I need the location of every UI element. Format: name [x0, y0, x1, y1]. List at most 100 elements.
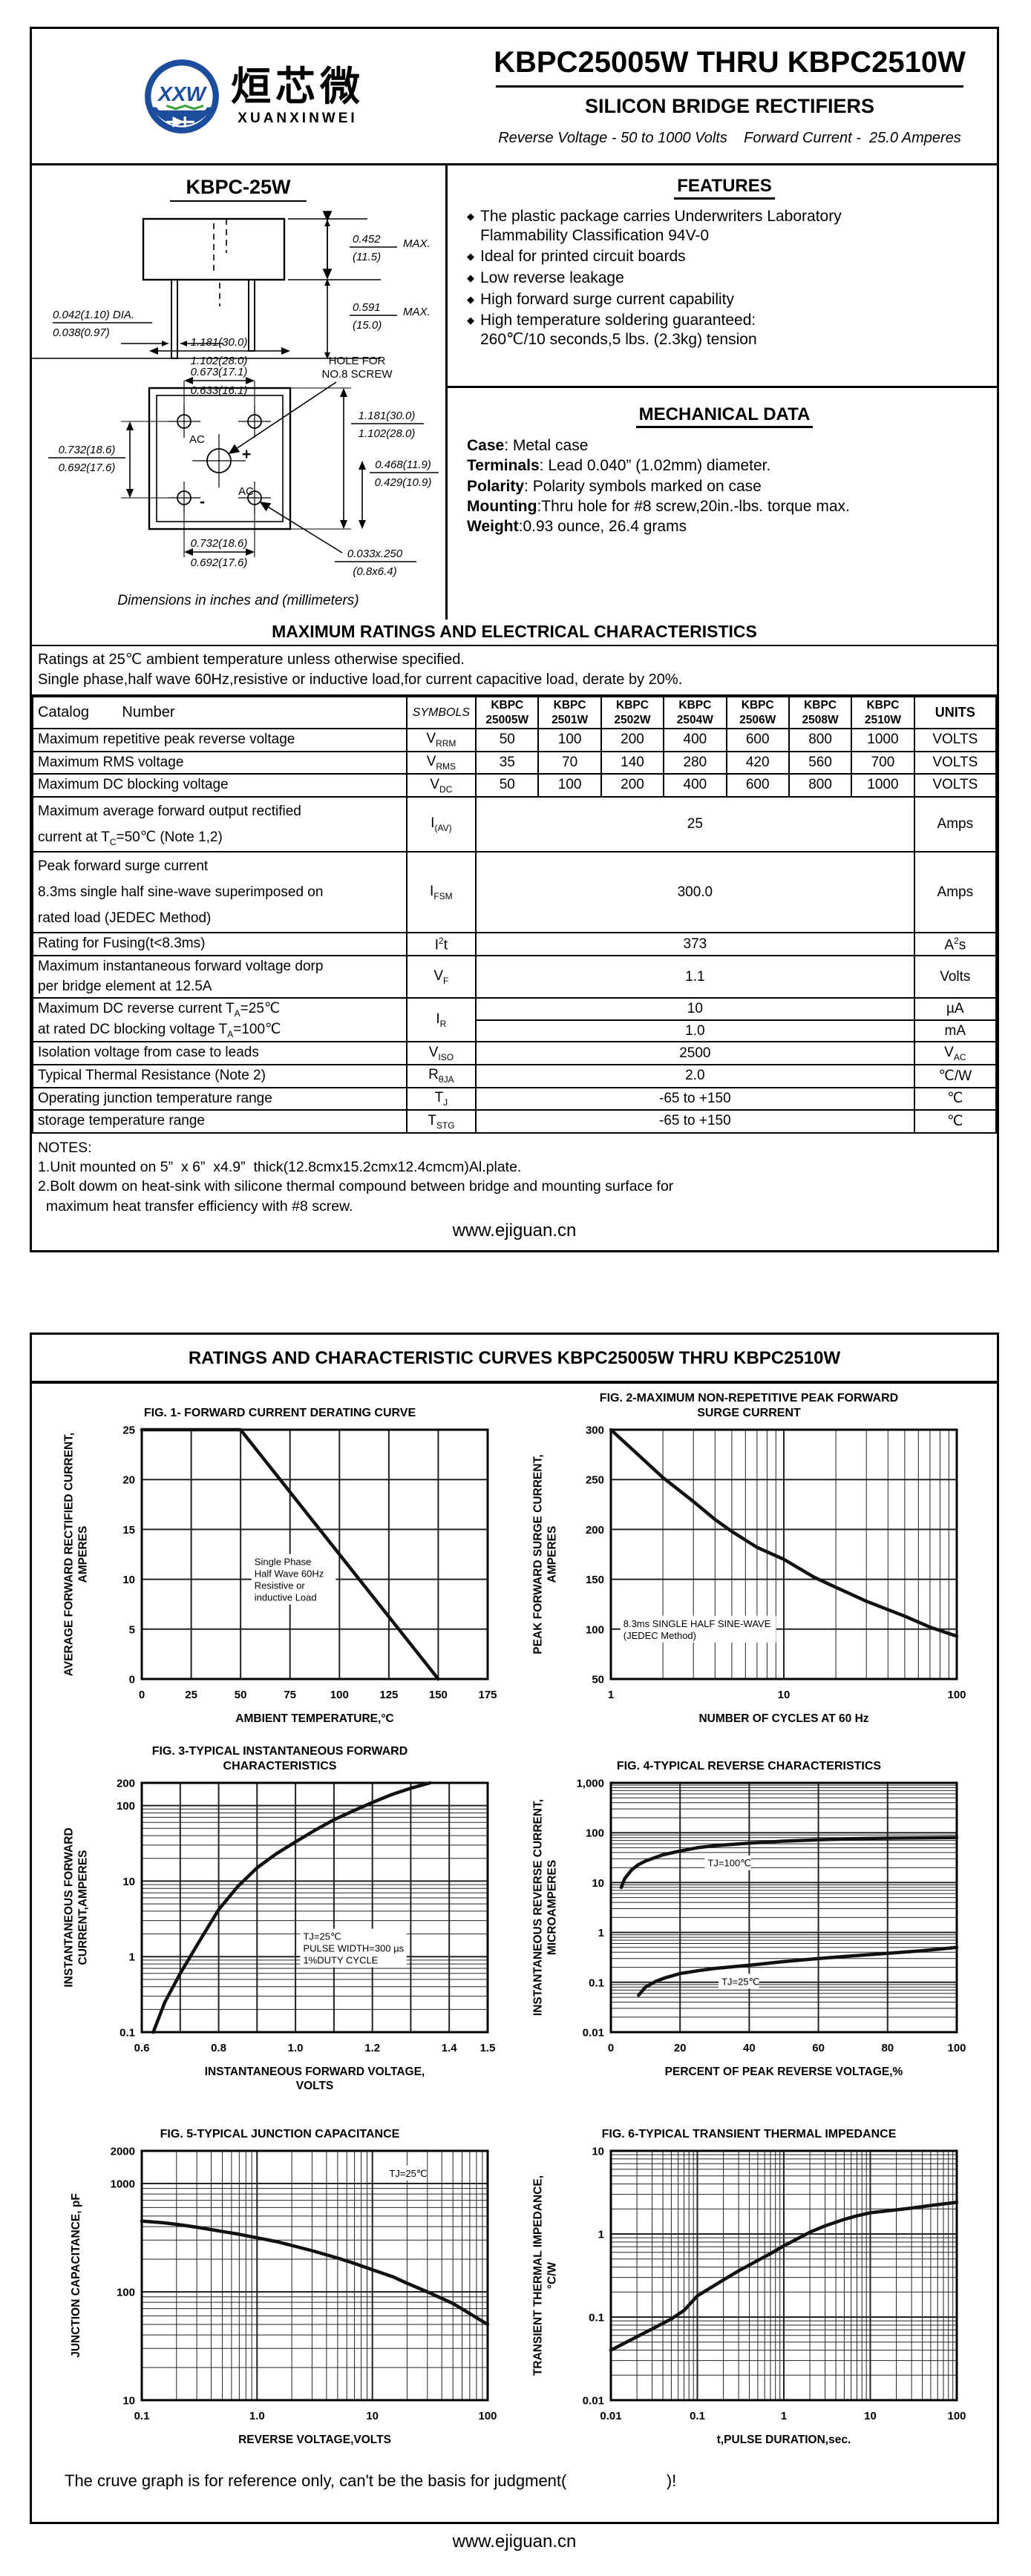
fig2-ytick: 150 [586, 1574, 604, 1586]
fig2-ytick: 50 [592, 1674, 604, 1686]
fig6-ytick: 0.1 [589, 2312, 604, 2324]
doc-subtitle: SILICON BRIDGE RECTIFIERS [584, 94, 875, 117]
col-part-1: KBPC 2501W [537, 696, 602, 729]
fig1-xtick: 50 [235, 1689, 247, 1701]
fig1-title: FIG. 1- FORWARD CURRENT DERATING CURVE [143, 1407, 416, 1419]
fig3-ytick: 10 [122, 1876, 135, 1888]
package-drawing: KBPC-25W 0.452 (11.5) [32, 176, 439, 608]
ratings-condition-2: Single phase,half wave 60Hz,resistive or… [38, 671, 683, 689]
fig1-figure: FIG. 1- FORWARD CURRENT DERATING CURVE 0 2… [45, 1390, 514, 1740]
fig5-xtick: 100 [478, 2410, 497, 2422]
fig6-xtick: 100 [947, 2410, 966, 2422]
lead-left [171, 279, 178, 360]
features-list: ◆ The plastic package carries Underwriter… [467, 207, 982, 349]
feature-item-3: ◆ Low reverse leakage [467, 269, 624, 286]
fig1-ytick: 5 [129, 1623, 135, 1636]
ratings-conditions: Ratings at 25℃ ambient temperature unles… [32, 646, 997, 697]
col-part-2: KBPC 2502W [600, 696, 665, 729]
curves-heading: RATINGS AND CHARACTERISTIC CURVES KBPC25… [32, 1335, 997, 1384]
fig4-xtick: 80 [881, 2042, 894, 2054]
fig4-xtick: 60 [812, 2042, 825, 2054]
dim-terminal-in: 0.033x.250 [347, 548, 403, 560]
fig5-figure: FIG. 5-TYPICAL JUNCTION CAPACITANCE 0.1 1.… [45, 2111, 514, 2461]
dim-max-1: MAX. [403, 237, 431, 250]
fig4-ylabel: INSTANTANEOUS REVERSE CURRENT, MICROAMPER… [532, 1799, 559, 2016]
fig4-xtick: 100 [947, 2042, 966, 2054]
header: XXW 烜芯微 XUANXINWEI KBPC25005W THRU KBPC2… [32, 29, 997, 166]
logo-icon: XXW [145, 59, 219, 134]
fig1-ytick: 15 [122, 1524, 135, 1537]
mechanical-item-polarity: Polarity: Polarity symbols marked on cas… [467, 477, 762, 495]
table-row: Isolation voltage from case to leads VISO… [32, 1041, 998, 1065]
fig1-annotation: Single Phase [255, 1557, 312, 1568]
fig2-title: FIG. 2-MAXIMUM NON-REPETITIVE PEAK FORWA… [599, 1392, 899, 1419]
brand-name-en: XUANXINWEI [238, 111, 358, 127]
fig4-title: FIG. 4-TYPICAL REVERSE CHARACTERISTICS [616, 1760, 882, 1772]
fig6-xtick: 10 [864, 2410, 877, 2422]
fig1-annotation: Resistive or [255, 1580, 306, 1591]
logo-wave [166, 104, 204, 110]
fig3-title: FIG. 3-TYPICAL INSTANTANEOUS FORWARD CHAR… [151, 1745, 408, 1772]
fig2-figure: FIG. 2-MAXIMUM NON-REPETITIVE PEAK FORWA… [514, 1390, 983, 1740]
table-row: storage temperature range TSTG -65 to +150… [32, 1109, 998, 1134]
website-link-page2[interactable]: www.ejiguan.cn [452, 2531, 577, 2552]
dim-max-2: MAX. [403, 306, 431, 318]
dim-bottom-in: 0.732(18.6) [191, 537, 248, 550]
package-body-side [142, 217, 286, 281]
table-header-row: Catalog Number SYMBOLS KBPC 25005W KBPC 2501W… [32, 696, 998, 729]
title-block: KBPC25005W THRU KBPC2510W SILICON BRIDGE… [476, 29, 997, 163]
fig5-annotation: TJ=25℃ [389, 2168, 427, 2179]
fig2-curve-surge [609, 1427, 959, 1638]
table-row: 1.0 mA [33, 1019, 998, 1043]
dim-lead-dia-in: 0.042(1.10) DIA. [53, 309, 134, 321]
fig5-xtick: 0.1 [134, 2410, 150, 2422]
fig3-ytick: 1 [129, 1951, 135, 1964]
table-row: Maximum DC blocking voltage VDC 50 100 200 40… [32, 773, 998, 798]
mechanical-item-case: Case: Metal case [467, 437, 589, 455]
table-row: Typical Thermal Resistance (Note 2) RθJA 2… [32, 1063, 998, 1088]
fig4-curve-tj100 [619, 1836, 959, 1890]
mechanical-item-weight: Weight:0.93 ounce, 26.4 grams [467, 518, 687, 536]
fig4-xtick: 0 [608, 2042, 614, 2054]
fig1-plot: 0 25 50 75 100 125 150 175 0 5 10 15 20 25 Single Phas… [63, 1425, 497, 1726]
dim-right-height-mm: 1.102(28.0) [359, 427, 416, 440]
feature-item-4: ◆ High forward surge current capability [467, 290, 734, 308]
fig6-figure: FIG. 6-TYPICAL TRANSIENT THERMAL IMPEDAN… [514, 2111, 983, 2461]
disclaimer-text: The cruve graph is for reference only, c… [65, 2471, 677, 2490]
website-link-page1[interactable]: www.ejiguan.cn [452, 1220, 577, 1241]
table-row: Rating for Fusing(t<8.3ms) I2t 373 A2s [32, 932, 998, 956]
dim-left-mm: 0.692(17.6) [59, 461, 116, 474]
table-row: Maximum instantaneous forward voltage do… [32, 954, 998, 999]
datasheet-page-2: RATINGS AND CHARACTERISTIC CURVES KBPC25… [30, 1333, 999, 2524]
mechanical-list: Case: Metal case Terminals: Lead 0.040” (… [467, 436, 982, 536]
fig6-plot: 0.01 0.1 1 10 100 0.01 0.1 1 10 TRANSIENT THERMAL… [532, 2146, 966, 2447]
fig4-annotation: TJ=100℃ [707, 1858, 750, 1869]
fig4-xtick: 20 [674, 2042, 687, 2054]
fig5-xtick: 10 [366, 2410, 379, 2422]
dim-hole-spacing-in: 0.673(17.1) [191, 366, 248, 378]
brand-name-cn: 烜芯微 [231, 64, 364, 109]
brand-logo: XXW 烜芯微 XUANXINWEI [32, 29, 476, 163]
fig4-plot: 0 20 40 60 80 100 0.01 0.1 1 10 100 1,000 TJ=100℃ TJ=… [532, 1778, 966, 2079]
fig6-xlabel: t,PULSE DURATION,sec. [717, 2434, 851, 2446]
fig5-plot: 0.1 1.0 10 100 10 100 1000 2000 TJ=25℃ JUNCTION C… [70, 2146, 497, 2447]
mechanical-item-mounting: Mounting:Thru hole for #8 screw,20in.-lb… [467, 498, 850, 516]
notes-section: NOTES: 1.Unit mounted on 5” x 6” x4.9” th… [32, 1134, 997, 1220]
hole-note-1: HOLE FOR [329, 355, 386, 367]
fig1-xlabel: AMBIENT TEMPERATURE,°C [235, 1712, 393, 1725]
fig4-figure: FIG. 4-TYPICAL REVERSE CHARACTERISTICS 0 2… [514, 1743, 983, 2108]
feature-item-1: ◆ The plastic package carries Underwriter… [467, 208, 842, 244]
fig4-ytick: 0.01 [583, 2027, 604, 2040]
fig2-ytick: 200 [586, 1524, 604, 1537]
note-line-3: maximum heat transfer efficiency with #8… [38, 1197, 353, 1215]
mark-minus: - [200, 493, 205, 510]
table-row: Maximum RMS voltage VRMS 35 70 140 280 420 560 7… [32, 750, 998, 775]
dim-side-height-in: 0.452 [353, 233, 381, 246]
fig4-ytick: 1 [598, 1927, 604, 1939]
fig3-xtick: 0.6 [134, 2042, 150, 2054]
fig6-ylabel: TRANSIENT THERMAL IMPEDANCE, °C/W [532, 2175, 559, 2376]
dim-lead-dia-mm: 0.038(0.97) [53, 326, 110, 339]
dim-side-height-mm: (11.5) [353, 251, 381, 263]
ratings-condition-1: Ratings at 25℃ ambient temperature unles… [38, 651, 465, 668]
